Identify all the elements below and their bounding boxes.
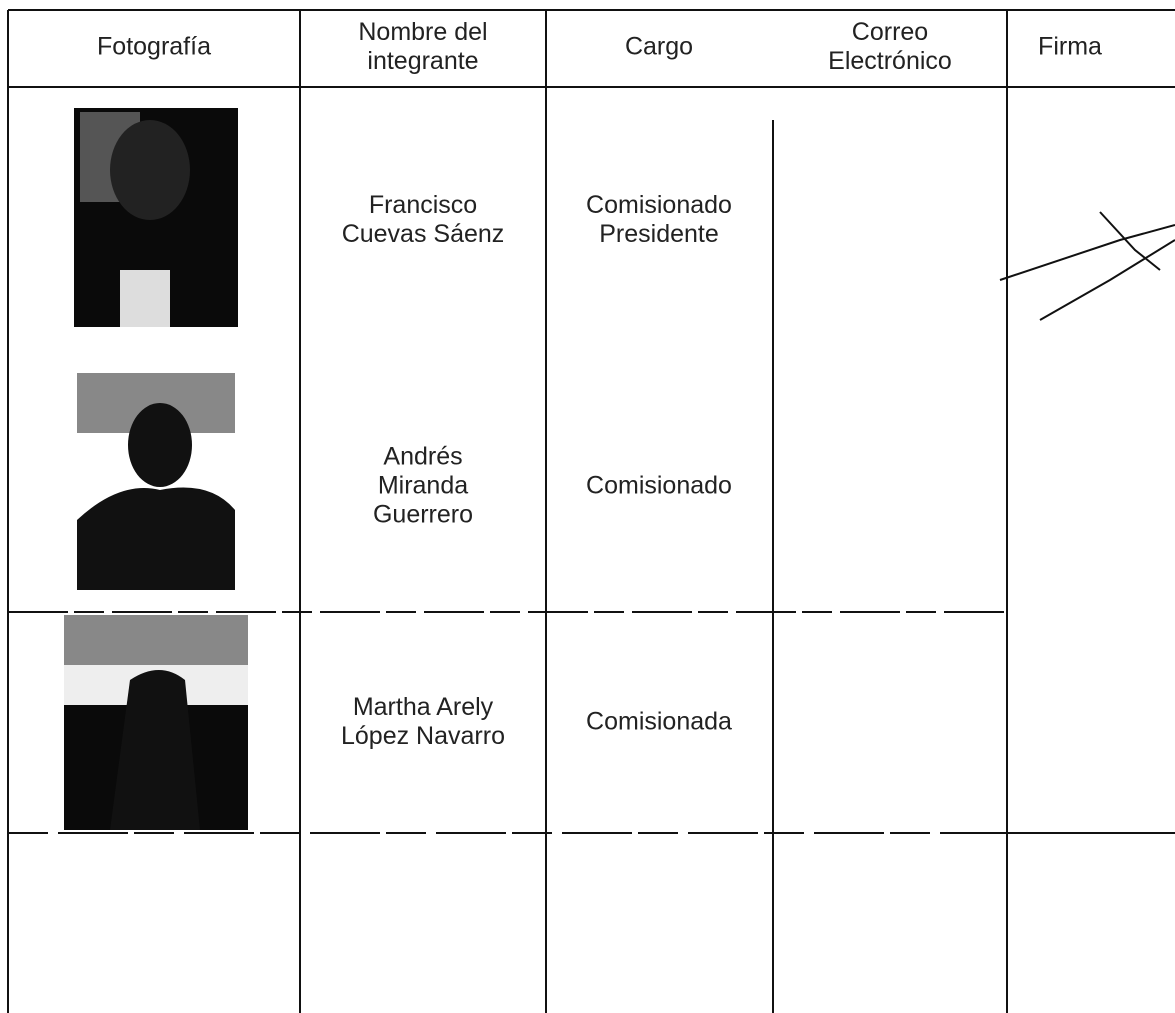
- member-name: Andrés Miranda Guerrero: [372, 442, 474, 529]
- photo: [77, 373, 235, 590]
- member-name: Martha Arely López Navarro: [341, 693, 505, 750]
- header-cell: Cargo: [624, 32, 694, 61]
- member-role: Comisionada: [586, 707, 732, 736]
- member-role: Comisionado Presidente: [586, 191, 732, 248]
- photo: [64, 615, 248, 830]
- header-cell: Correo Electrónico: [828, 18, 952, 75]
- photo: [74, 108, 238, 327]
- signature: [999, 211, 1175, 321]
- header-cell: Fotografía: [97, 32, 211, 61]
- header-cell: Nombre del integrante: [358, 18, 488, 75]
- header-cell: Firma: [1038, 32, 1102, 61]
- member-name: Francisco Cuevas Sáenz: [341, 191, 505, 248]
- member-role: Comisionado: [586, 471, 732, 500]
